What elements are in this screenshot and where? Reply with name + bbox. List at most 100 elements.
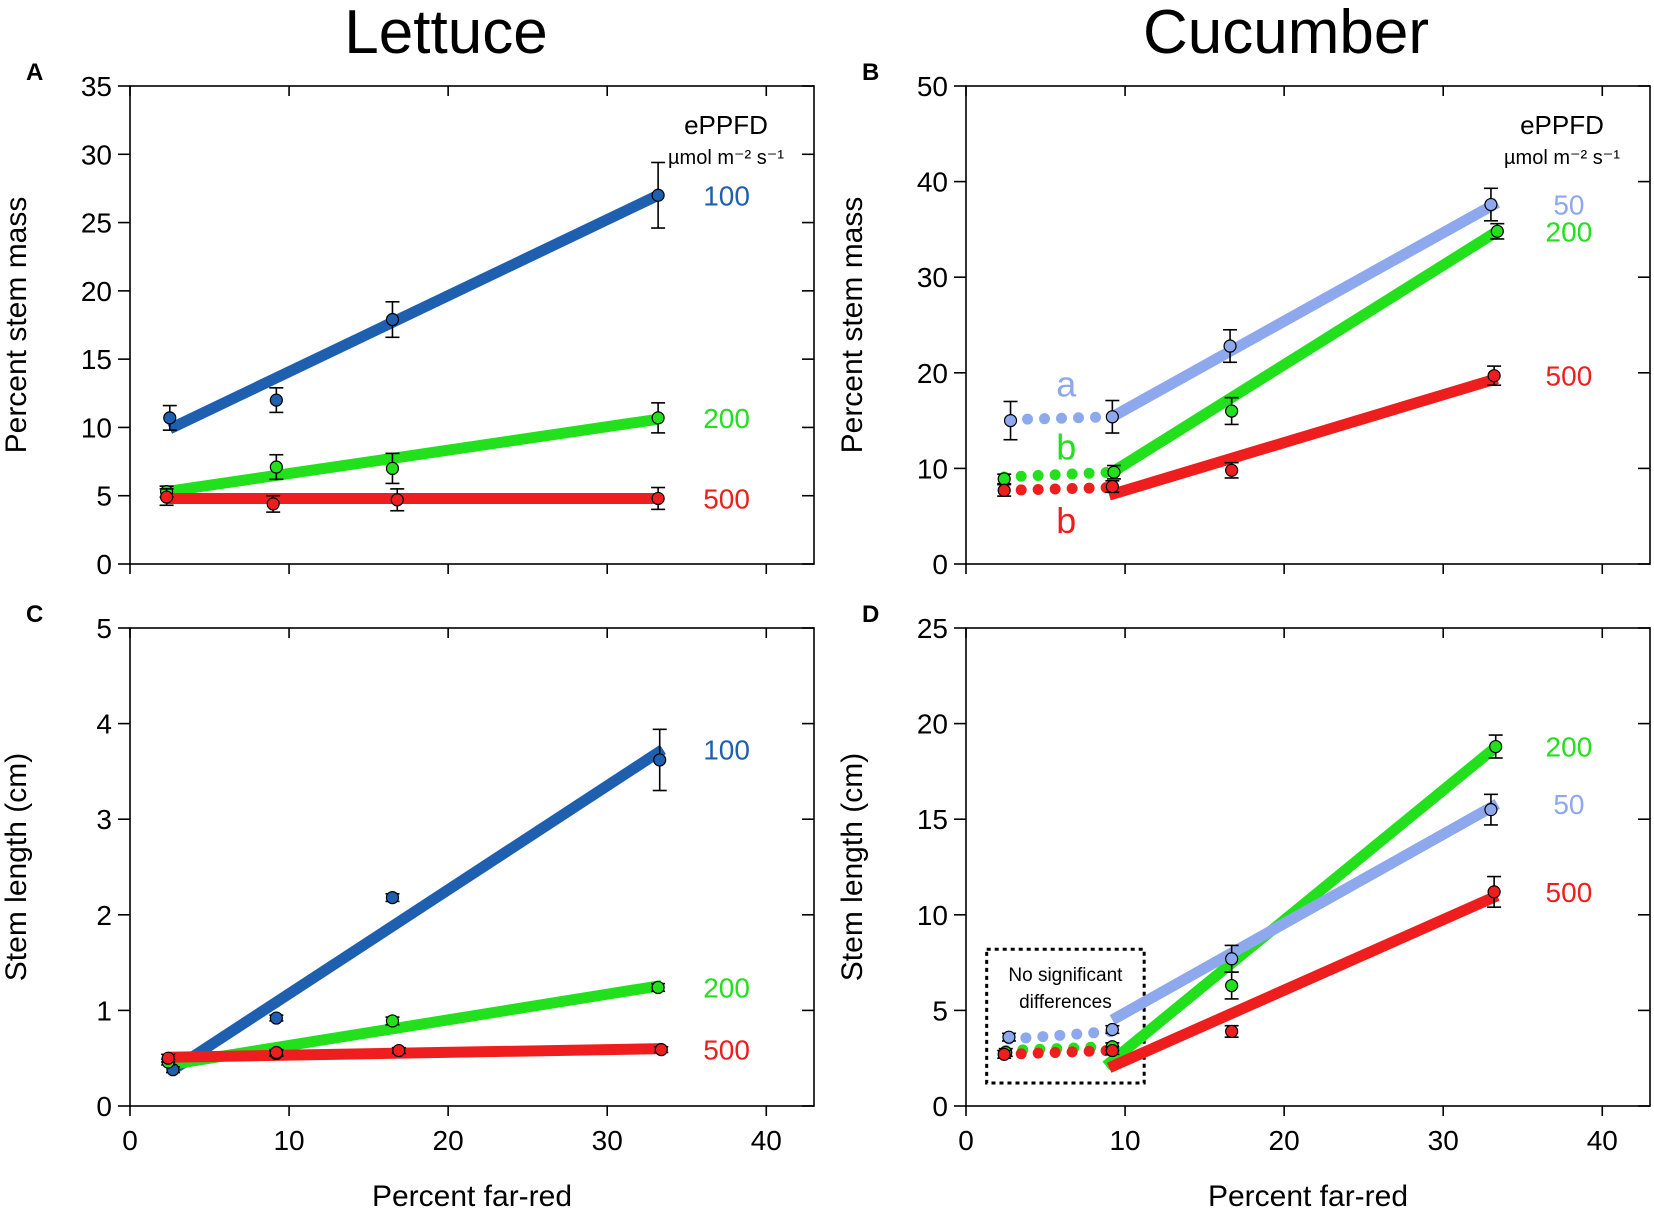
series-label: 200 xyxy=(703,972,750,1003)
data-point xyxy=(161,1051,175,1065)
y-tick-label: 5 xyxy=(96,481,112,512)
fit-line xyxy=(169,744,666,1075)
data-point xyxy=(1484,803,1498,817)
fit-line-dotted xyxy=(998,1045,1115,1060)
data-point xyxy=(1225,978,1239,993)
data-point xyxy=(385,890,400,905)
y-tick-label: 0 xyxy=(96,549,112,580)
legend-unit: µmol m⁻² s⁻¹ xyxy=(668,147,784,169)
y-tick-label: 0 xyxy=(96,1091,112,1122)
fit-line xyxy=(1109,226,1501,477)
y-tick-label: 15 xyxy=(917,804,948,835)
y-tick-label: 10 xyxy=(917,453,948,484)
series-points-500 xyxy=(997,875,1502,1061)
y-tick-label: 20 xyxy=(917,709,948,740)
series-200 xyxy=(165,413,659,498)
column-title-lettuce: Lettuce xyxy=(344,0,547,67)
x-tick-label: 30 xyxy=(592,1125,623,1156)
data-point xyxy=(385,1014,400,1028)
series-label: 200 xyxy=(703,403,750,434)
data-point xyxy=(392,1043,406,1058)
y-tick-label: 25 xyxy=(81,208,112,239)
fit-line xyxy=(165,413,659,498)
fit-line-dotted xyxy=(998,466,1118,483)
fit-line xyxy=(1109,799,1500,1025)
series-100 xyxy=(167,190,661,434)
x-tick-label: 30 xyxy=(1428,1125,1459,1156)
data-point xyxy=(997,472,1011,486)
x-tick-label: 0 xyxy=(958,1125,974,1156)
panel-a: A 0 5 10 15 20 25 30 35 Percent stem mass ePPFD µmo… xyxy=(0,59,815,580)
x-tick-label: 20 xyxy=(433,1125,464,1156)
y-tick-label: 5 xyxy=(932,995,948,1026)
y-tick-label: 10 xyxy=(81,412,112,443)
y-tick-label: 25 xyxy=(917,613,948,644)
series-500 xyxy=(998,373,1499,501)
series-points-200 xyxy=(997,222,1505,486)
data-point xyxy=(1225,952,1239,966)
series-points-500 xyxy=(997,365,1502,497)
x-axis-label: Percent far-red xyxy=(1208,1180,1408,1213)
data-point xyxy=(1484,197,1498,212)
series-500 xyxy=(998,890,1500,1073)
x-tick-label: 40 xyxy=(751,1125,782,1156)
series-points-500 xyxy=(161,1042,669,1065)
series-200 xyxy=(998,226,1501,483)
series-points-50 xyxy=(1001,793,1498,1044)
fit-line xyxy=(168,1043,662,1063)
panel-b: B 0 10 20 30 40 50 Percent stem mass ePPFD µmol m… xyxy=(836,59,1651,580)
y-tick-label: 3 xyxy=(96,804,112,835)
panel-letter: C xyxy=(26,601,43,628)
y-axis-label: Percent stem mass xyxy=(836,197,869,454)
legend-unit: µmol m⁻² s⁻¹ xyxy=(1504,147,1620,169)
significance-letter: b xyxy=(1056,500,1076,541)
data-point xyxy=(1225,404,1239,418)
data-point xyxy=(1489,739,1503,754)
series-label: 50 xyxy=(1553,789,1584,820)
series-50 xyxy=(1003,799,1500,1045)
series-100 xyxy=(169,744,666,1075)
data-point xyxy=(269,1045,283,1060)
y-tick-label: 10 xyxy=(917,900,948,931)
series-label: 500 xyxy=(1546,361,1593,392)
plot-frame xyxy=(129,627,815,1107)
series-label: 500 xyxy=(703,1035,750,1066)
data-point xyxy=(653,753,667,767)
series-label: 100 xyxy=(703,734,750,765)
y-tick-label: 30 xyxy=(81,139,112,170)
data-point xyxy=(997,483,1011,497)
y-tick-label: 15 xyxy=(81,344,112,375)
plot-frame xyxy=(965,85,1651,565)
data-point xyxy=(269,1011,283,1025)
data-point xyxy=(1105,1043,1119,1058)
panel-d: D 0 5 10 15 20 25 0 10 20 30 40 Stem length (cm) Perc… xyxy=(836,601,1651,1213)
data-point xyxy=(266,497,280,511)
data-point xyxy=(385,461,400,475)
plot-frame xyxy=(129,85,815,565)
fit-line xyxy=(1107,373,1499,501)
legend-title: ePPFD xyxy=(1520,110,1604,140)
series-label: 100 xyxy=(703,180,750,211)
data-point xyxy=(1107,465,1121,479)
data-point xyxy=(1003,414,1018,428)
annotation-text: differences xyxy=(1019,992,1112,1013)
fit-line-dotted xyxy=(1005,411,1118,426)
data-point xyxy=(269,393,283,407)
data-point xyxy=(1223,339,1237,353)
panel-letter: D xyxy=(862,601,879,628)
fit-line xyxy=(167,190,661,434)
x-tick-label: 40 xyxy=(1587,1125,1618,1156)
series-label: 200 xyxy=(1546,732,1593,763)
data-point xyxy=(1487,369,1501,383)
series-label: 500 xyxy=(703,483,750,514)
fit-line xyxy=(1102,740,1503,1071)
series-points-100 xyxy=(165,728,667,1077)
data-point xyxy=(1105,1022,1119,1037)
x-tick-label: 10 xyxy=(1109,1125,1140,1156)
y-tick-label: 4 xyxy=(96,709,112,740)
y-tick-label: 40 xyxy=(917,167,948,198)
y-tick-label: 35 xyxy=(81,71,112,102)
y-tick-label: 1 xyxy=(96,995,112,1026)
